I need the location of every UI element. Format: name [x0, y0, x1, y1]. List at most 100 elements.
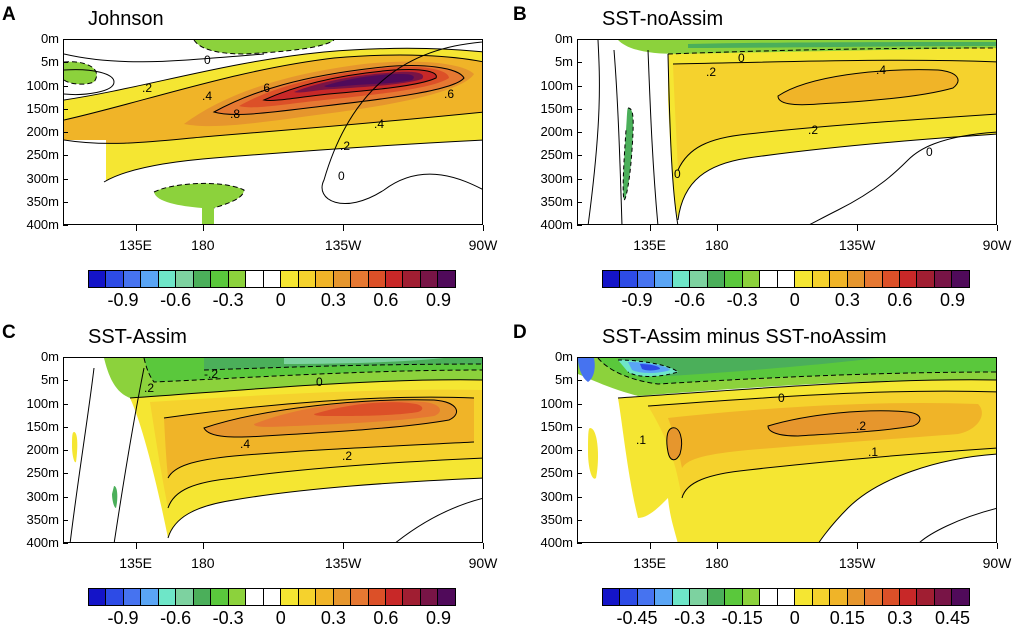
- x-tick-mark: [135, 543, 137, 549]
- y-tick-label: 350m: [26, 511, 59, 527]
- y-tick-mark: [63, 496, 68, 498]
- y-tick-mark: [63, 62, 68, 64]
- region-cyan-core: [284, 358, 444, 364]
- region-negative-top: [194, 40, 334, 54]
- region-negative-dark: [204, 358, 482, 370]
- y-tick-label: 350m: [26, 193, 59, 209]
- colorbar-label: 0: [275, 290, 286, 310]
- colorbar-cell: [403, 271, 421, 287]
- contour-label: 0: [316, 375, 323, 389]
- colorbar-cell: [298, 589, 317, 605]
- colorbar-label: -0.9: [107, 608, 139, 628]
- contour-label: .2: [808, 123, 818, 137]
- x-tick-label: 135E: [119, 237, 152, 253]
- y-tick-label: 400m: [540, 217, 573, 232]
- x-tick-label: 90W: [982, 237, 1012, 253]
- colorbar-cell: [368, 589, 386, 605]
- contour-label: 0: [926, 145, 933, 159]
- region-blue-core: [640, 364, 660, 371]
- colorbar-cell: [637, 271, 656, 287]
- colorbar-cell: [952, 271, 969, 287]
- y-tick-label: 0m: [554, 349, 573, 364]
- panel-label: D: [513, 322, 527, 343]
- colorbar-cell: [865, 271, 883, 287]
- colorbar-cell: [123, 271, 142, 287]
- y-tick-label: 0m: [554, 31, 573, 46]
- colorbar-cell: [882, 589, 900, 605]
- contour-label: 0: [338, 169, 345, 183]
- colorbar-label: 0.3: [834, 290, 860, 310]
- panel-label: B: [513, 4, 527, 25]
- contour-label: .8: [230, 107, 240, 121]
- colorbar-label: -0.6: [160, 290, 192, 310]
- x-tick-mark: [997, 225, 998, 231]
- region-negative-dark: [618, 358, 878, 376]
- colorbar: [88, 270, 456, 288]
- colorbar-label: -0.9: [621, 290, 653, 310]
- region-left-blue: [578, 358, 595, 382]
- x-tick-label: 135W: [838, 237, 876, 253]
- contour-label: 0: [738, 51, 745, 65]
- panel-title: SST-noAssim: [602, 8, 724, 30]
- colorbar-cell: [690, 271, 708, 287]
- colorbar-cell: [830, 589, 848, 605]
- colorbar-label: 0.9: [425, 608, 451, 628]
- y-tick-mark: [577, 380, 582, 382]
- x-tick-label: 90W: [982, 555, 1012, 571]
- colorbar-cell: [777, 271, 796, 287]
- colorbar-cell: [420, 271, 439, 287]
- y-tick-mark: [63, 380, 68, 382]
- colorbar-cell: [123, 589, 142, 605]
- contour-label: 0: [674, 167, 681, 181]
- colorbar-cell: [333, 589, 352, 605]
- colorbar-label: 0.15: [829, 608, 865, 628]
- colorbar-cell: [934, 271, 953, 287]
- y-tick-mark: [63, 225, 68, 226]
- region-negative-left: [64, 61, 97, 85]
- x-tick-label: 90W: [468, 555, 498, 571]
- x-tick-mark: [202, 543, 204, 549]
- y-tick-label: 300m: [540, 488, 573, 504]
- x-tick-mark: [483, 225, 484, 231]
- y-tick-label: 300m: [540, 170, 573, 186]
- contour-label: .4: [202, 89, 212, 103]
- colorbar-cell: [385, 271, 404, 287]
- colorbar-cell: [158, 589, 177, 605]
- contour-label: .2: [856, 419, 866, 433]
- colorbar-cell: [106, 589, 124, 605]
- y-tick-label: 400m: [26, 217, 59, 232]
- y-tick-label: 350m: [540, 193, 573, 209]
- colorbar-cell: [158, 271, 177, 287]
- colorbar-cell: [620, 589, 638, 605]
- colorbar-cell: [742, 589, 761, 605]
- colorbar-label: -0.3: [674, 608, 706, 628]
- y-tick-label: 5m: [40, 372, 59, 388]
- y-tick-label: 350m: [540, 511, 573, 527]
- y-tick-label: 0m: [40, 31, 59, 46]
- x-tick-mark: [857, 543, 859, 549]
- colorbar-cell: [141, 589, 159, 605]
- contour-label: 0: [204, 53, 211, 67]
- contour-label: .2: [342, 449, 352, 463]
- colorbar-cell: [368, 271, 386, 287]
- colorbar: [602, 270, 970, 288]
- y-tick-label: 200m: [26, 124, 59, 139]
- missing-data: [64, 140, 106, 224]
- y-tick-mark: [63, 132, 68, 133]
- region-orange: [778, 69, 958, 105]
- colorbar-label: 0.6: [373, 290, 399, 310]
- colorbar-label: -0.9: [107, 290, 139, 310]
- colorbar-cell: [795, 271, 813, 287]
- colorbar-label: -0.45: [616, 608, 658, 628]
- colorbar-cell: [603, 271, 621, 287]
- y-tick-mark: [63, 201, 68, 203]
- colorbar-cell: [812, 589, 831, 605]
- colorbar-cell: [89, 271, 107, 287]
- y-tick-mark: [577, 543, 582, 544]
- y-tick-mark: [63, 155, 68, 157]
- colorbar-cell: [655, 589, 673, 605]
- colorbar-cell: [193, 589, 212, 605]
- contour-label: .4: [240, 437, 250, 451]
- y-tick-mark: [577, 225, 582, 226]
- y-tick-mark: [577, 178, 582, 180]
